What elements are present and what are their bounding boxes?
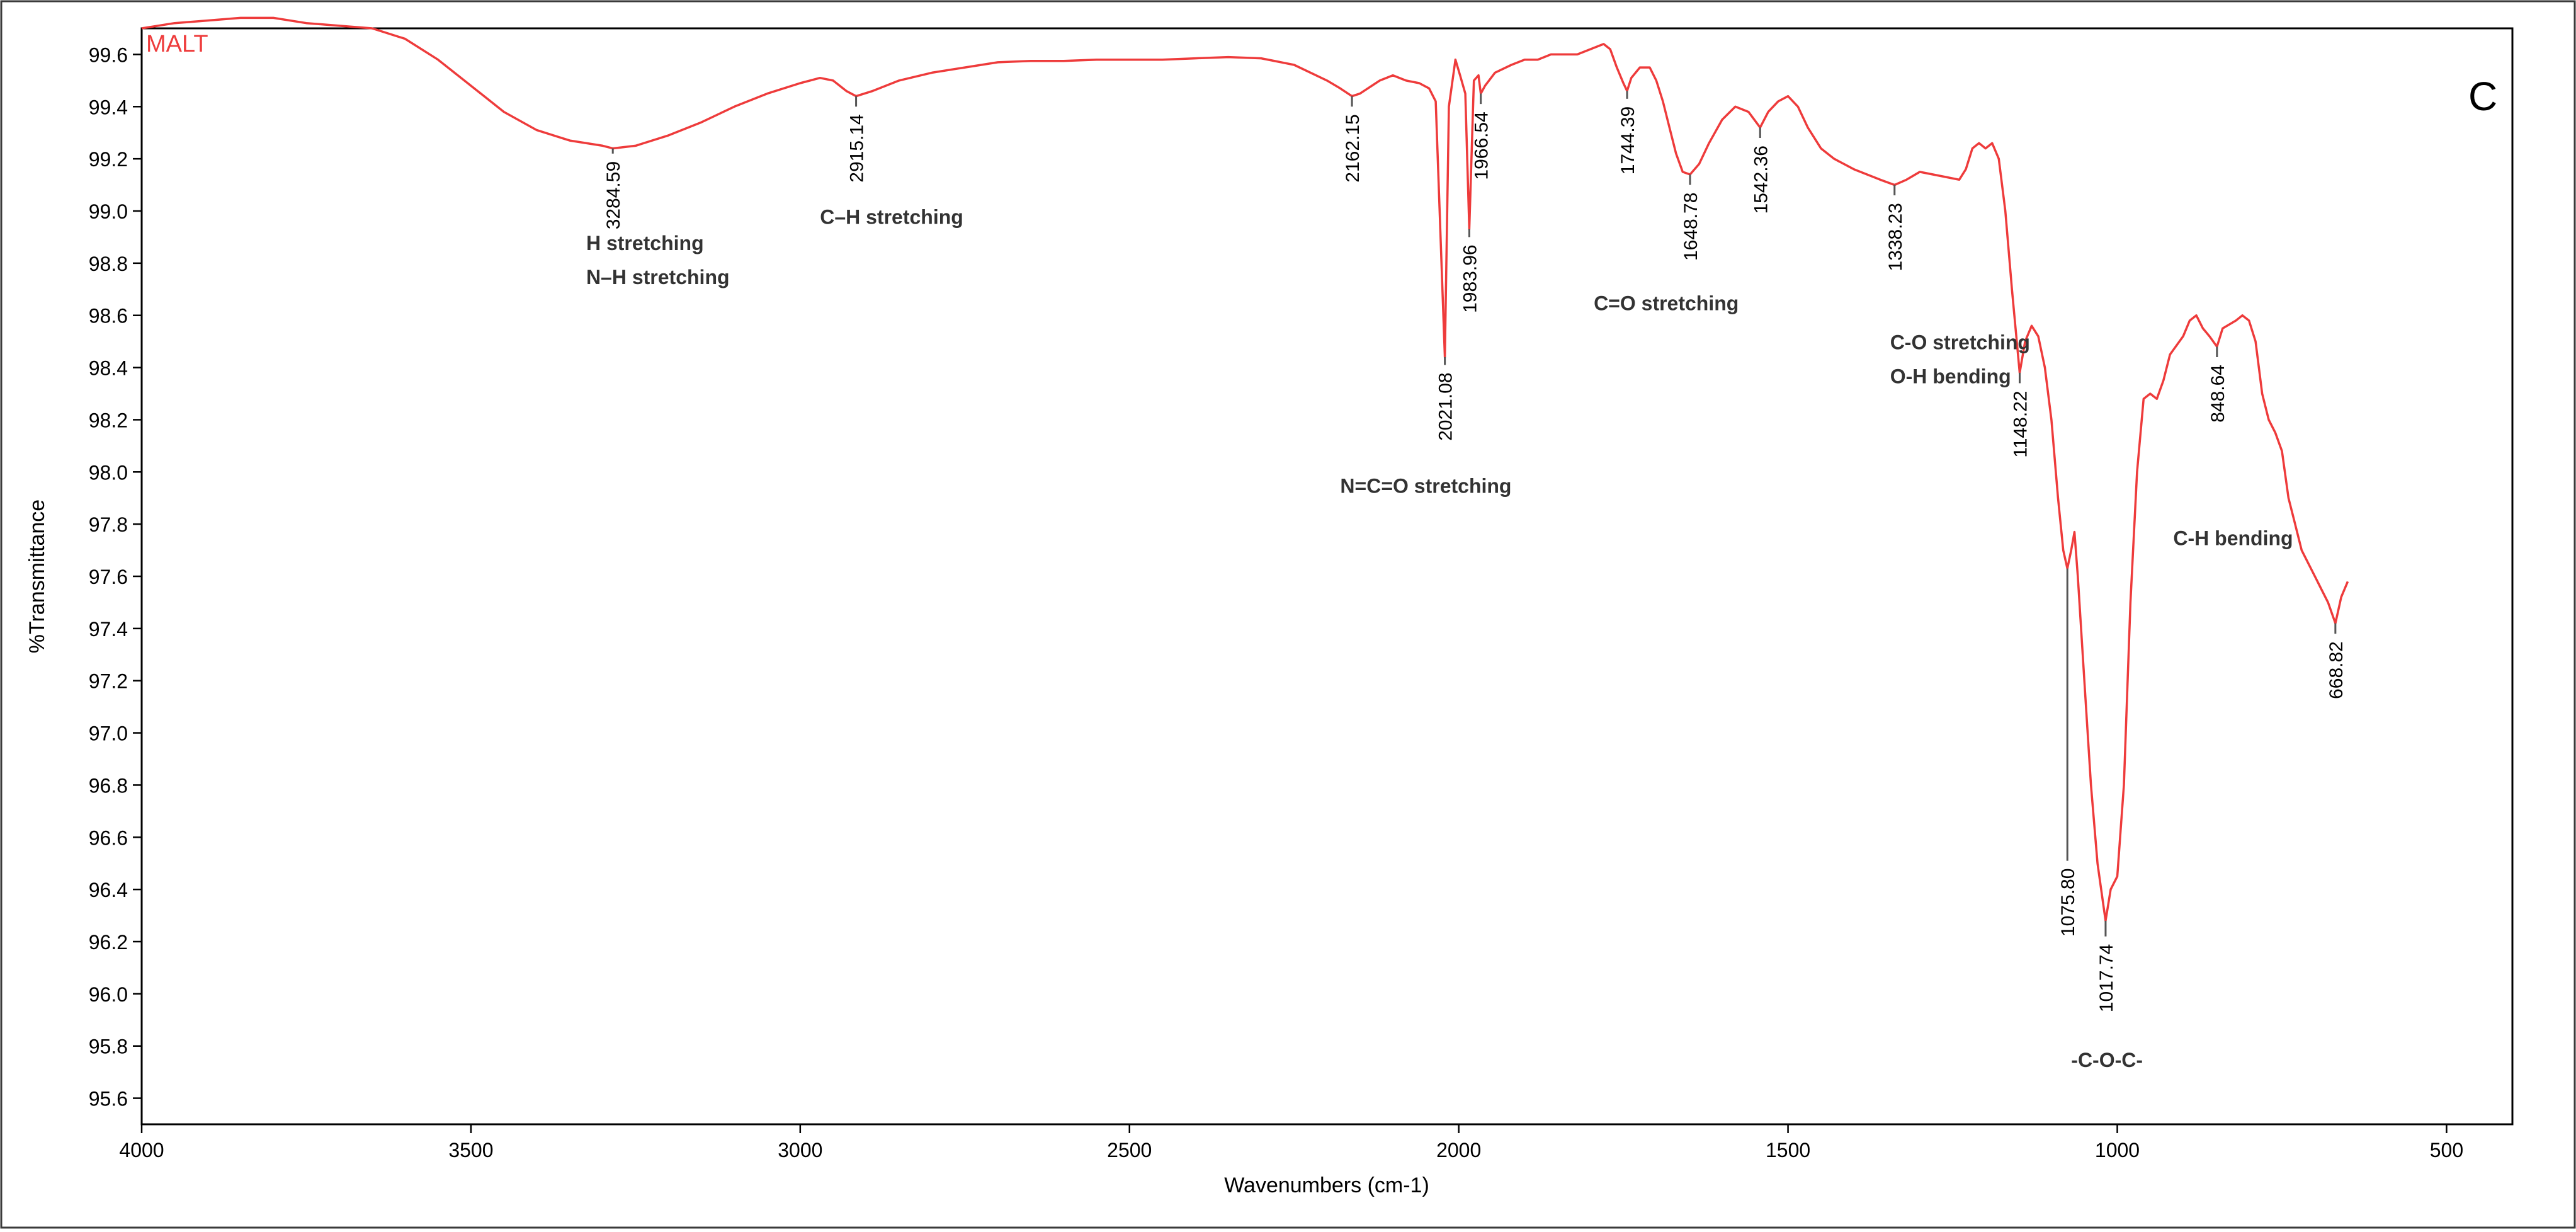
band-annotation: N=C=O stretching	[1340, 474, 1511, 497]
y-tick-label: 96.4	[89, 879, 128, 901]
y-tick-label: 98.2	[89, 409, 128, 431]
peak-markers: 3284.59 2915.14 2162.15 2021.08 1983.96 1966.…	[603, 91, 2347, 1012]
y-tick-label: 97.8	[89, 513, 128, 536]
band-annotation: -C-O-C-	[2071, 1049, 2143, 1071]
y-tick-label: 98.6	[89, 305, 128, 328]
peak-label: 1017.74	[2096, 944, 2117, 1012]
peak-label: 1966.54	[1472, 111, 1492, 180]
peak-label: 1148.22	[2010, 391, 2031, 457]
y-tick-label: 97.0	[89, 722, 128, 745]
y-tick-label: 95.6	[89, 1088, 128, 1110]
peak-label: 848.64	[2208, 365, 2228, 423]
peak-label: 1075.80	[2058, 869, 2079, 937]
peak-label: 1648.78	[1681, 193, 1701, 261]
band-annotation: O-H bending	[1890, 365, 2011, 387]
band-annotation: C-H bending	[2173, 527, 2293, 549]
x-tick-label: 1000	[2095, 1139, 2140, 1161]
peak-label: 1983.96	[1460, 244, 1480, 312]
band-annotation: C=O stretching	[1594, 292, 1739, 314]
y-tick-label: 99.6	[89, 43, 128, 66]
peak-label: 1542.36	[1750, 145, 1771, 214]
chart-title: MALT	[146, 31, 208, 57]
x-tick-label: 2000	[1436, 1139, 1481, 1161]
y-axis-label: %Transmittance	[25, 499, 49, 653]
x-tick-label: 3000	[778, 1139, 822, 1161]
y-tick-label: 97.6	[89, 566, 128, 588]
peak-label: 668.82	[2326, 641, 2347, 699]
x-axis-ticks: 4000 3500 3000 2500 2000 1500 1000 500	[119, 1124, 2463, 1161]
panel-label: C	[2468, 74, 2497, 119]
y-tick-label: 96.0	[89, 983, 128, 1006]
x-axis-label: Wavenumbers (cm-1)	[1224, 1173, 1429, 1197]
x-tick-label: 4000	[119, 1139, 164, 1161]
y-tick-label: 98.4	[89, 357, 128, 380]
x-tick-label: 3500	[448, 1139, 493, 1161]
x-tick-label: 1500	[1766, 1139, 1810, 1161]
y-tick-label: 96.8	[89, 774, 128, 797]
x-tick-label: 2500	[1107, 1139, 1152, 1161]
peak-label: 2915.14	[847, 114, 868, 182]
band-annotation: H stretching	[586, 232, 704, 254]
y-tick-label: 97.2	[89, 670, 128, 693]
y-tick-label: 98.0	[89, 461, 128, 484]
y-tick-label: 96.6	[89, 826, 128, 849]
peak-label: 2021.08	[1436, 372, 1456, 440]
y-tick-label: 96.2	[89, 931, 128, 954]
y-tick-label: 99.0	[89, 200, 128, 223]
peak-label: 1744.39	[1618, 106, 1638, 174]
y-axis-ticks: 95.6 95.8 96.0 96.2 96.4 96.6 96.8 97.0 97.2 97.4…	[89, 43, 142, 1110]
y-tick-label: 99.2	[89, 148, 128, 171]
series-layer	[141, 16, 2349, 922]
y-tick-label: 99.4	[89, 96, 128, 118]
peak-label: 3284.59	[603, 161, 624, 229]
band-annotation: C–H stretching	[820, 206, 963, 229]
band-annotation: N–H stretching	[586, 266, 730, 288]
band-annotation: C-O stretching	[1890, 331, 2030, 354]
peak-label: 2162.15	[1342, 114, 1363, 182]
band-annotations: H stretching N–H stretching C–H stretching…	[586, 206, 2293, 1071]
y-tick-label: 95.8	[89, 1035, 128, 1058]
y-tick-label: 97.4	[89, 618, 128, 641]
x-tick-label: 500	[2430, 1139, 2463, 1161]
y-tick-label: 98.8	[89, 253, 128, 275]
series-line-malt	[141, 16, 2349, 922]
peak-label: 1338.23	[1885, 203, 1906, 271]
